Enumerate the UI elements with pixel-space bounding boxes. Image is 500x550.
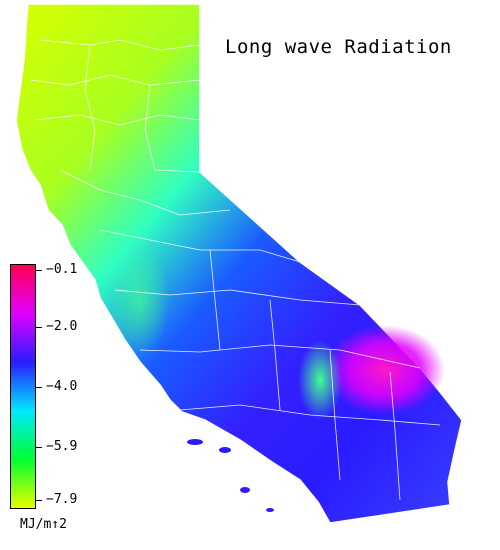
legend-tick-label: −4.0 bbox=[46, 379, 78, 394]
map-title: Long wave Radiation bbox=[225, 36, 452, 58]
legend-tick-label: −2.0 bbox=[46, 319, 78, 334]
hot-zone-east bbox=[325, 325, 445, 415]
tick-mark bbox=[36, 387, 42, 388]
tick-mark bbox=[36, 270, 42, 271]
legend-tick-label: −5.9 bbox=[46, 439, 78, 454]
tick-mark bbox=[36, 327, 42, 328]
tick-mark bbox=[36, 500, 42, 501]
valley-zone bbox=[298, 340, 342, 420]
coastal-zone bbox=[110, 245, 170, 355]
legend-tick-label: −0.1 bbox=[46, 262, 78, 277]
legend-tick-label: −7.9 bbox=[46, 492, 78, 507]
county-boundaries bbox=[29, 39, 441, 501]
legend-unit: MJ/m↑2 bbox=[20, 517, 67, 532]
channel-islands bbox=[187, 439, 274, 512]
color-scale-bar bbox=[10, 264, 36, 509]
tick-mark bbox=[36, 447, 42, 448]
